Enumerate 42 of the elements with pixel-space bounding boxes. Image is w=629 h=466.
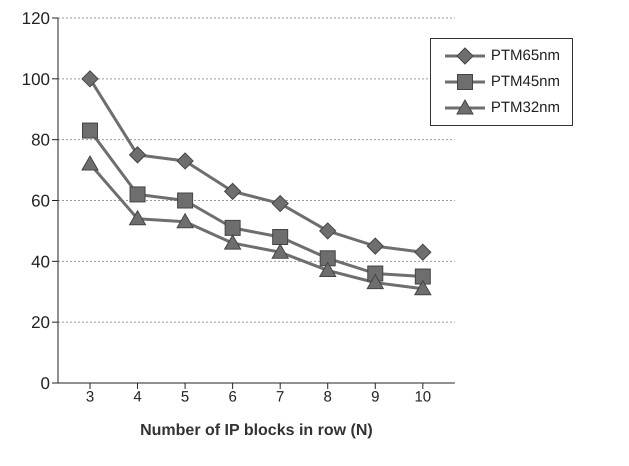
y-tick-label: 40 [31, 252, 50, 272]
point [129, 146, 146, 164]
point [272, 244, 289, 259]
x-tick-label: 7 [276, 388, 284, 406]
x-axis-title: Number of IP blocks in row (N) [140, 422, 373, 439]
y-tick-label: 0 [40, 374, 50, 394]
x-tick-label: 5 [180, 388, 190, 406]
x-tick-label: 4 [133, 388, 142, 406]
point [414, 280, 432, 296]
point [319, 222, 336, 240]
point [319, 262, 336, 277]
x-tick-label: 8 [324, 388, 332, 406]
y-tick-label: 120 [22, 9, 50, 28]
y-tick-label: 80 [31, 130, 50, 150]
legend-label: PTM65nm [490, 46, 560, 66]
legend-label: PTM45nm [490, 72, 560, 92]
x-tick-label: 6 [228, 388, 237, 406]
x-tick-label: 3 [86, 388, 94, 406]
point [82, 156, 98, 170]
x-tick-label: 10 [414, 388, 432, 406]
point [320, 250, 336, 266]
point [176, 213, 194, 228]
legend-label: PTM32nm [490, 98, 560, 118]
point [272, 195, 289, 212]
y-tick-label: 60 [31, 192, 50, 211]
point [176, 152, 194, 170]
y-tick-label: 20 [31, 313, 50, 332]
point [82, 122, 98, 139]
point [366, 274, 384, 290]
point [129, 210, 146, 226]
point [177, 192, 194, 208]
point [414, 268, 431, 285]
point [224, 234, 242, 250]
point [414, 244, 432, 261]
x-tick-label: 9 [371, 388, 380, 406]
point [224, 220, 241, 236]
point [272, 229, 288, 245]
point [366, 238, 384, 255]
y-tick-label: 100 [22, 70, 50, 89]
point [82, 70, 98, 88]
point [224, 182, 242, 200]
point [130, 186, 146, 202]
